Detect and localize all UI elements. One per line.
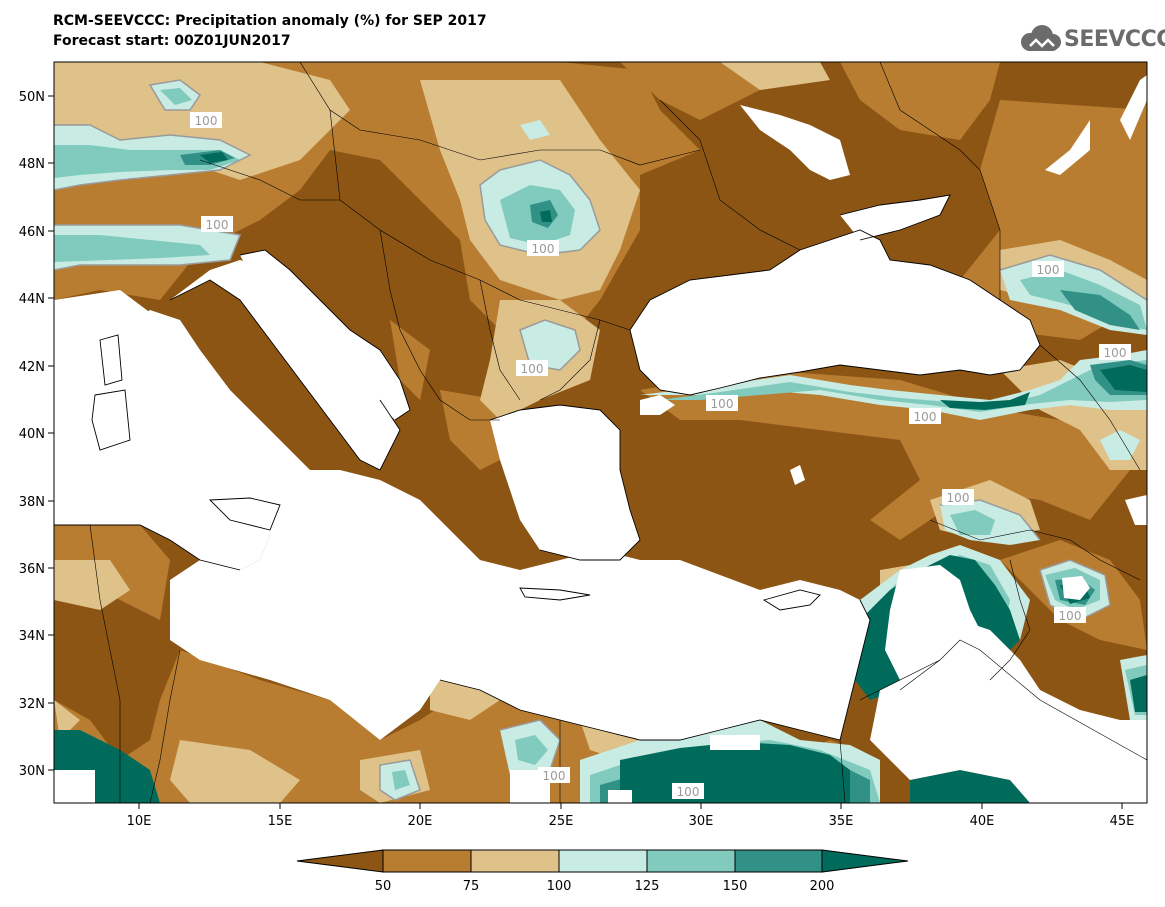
lon-tick-label: 25E bbox=[549, 814, 574, 829]
legend-tick-label: 100 bbox=[547, 879, 572, 894]
legend-swatch-lt50 bbox=[296, 849, 384, 873]
longitude-labels: 10E 15E 20E 25E 30E 35E 40E 45E bbox=[127, 814, 1135, 829]
lat-tick-label: 42N bbox=[19, 360, 45, 375]
adriatic-sea bbox=[240, 250, 410, 420]
lat-tick-label: 44N bbox=[19, 292, 45, 307]
seevccc-logo: SEEVCCC bbox=[1018, 22, 1165, 56]
contour-label: 100 bbox=[1104, 346, 1127, 360]
sea-mask bbox=[54, 75, 1147, 803]
legend-tick-label: 200 bbox=[810, 879, 835, 894]
legend-swatch-150-200 bbox=[734, 849, 823, 873]
legend-tick-label: 150 bbox=[723, 879, 748, 894]
black-sea bbox=[630, 230, 1040, 395]
legend-swatch-75-100 bbox=[470, 849, 560, 873]
legend-tick-label: 125 bbox=[635, 879, 660, 894]
lat-tick-label: 36N bbox=[19, 562, 45, 577]
contour-label: 100 bbox=[206, 218, 229, 232]
contour-label: 100 bbox=[711, 397, 734, 411]
legend-swatch-gt200 bbox=[821, 849, 909, 873]
country-borders bbox=[89, 62, 1147, 803]
coastlines bbox=[54, 194, 1041, 741]
latitude-labels: 50N 48N 46N 44N 42N 40N 38N 36N 34N 32N … bbox=[19, 90, 45, 779]
logo-text: SEEVCCC bbox=[1064, 27, 1165, 52]
lat-tick-label: 34N bbox=[19, 629, 45, 644]
contour-label: 100 bbox=[532, 242, 555, 256]
legend-swatch-50-75 bbox=[382, 849, 472, 873]
lon-tick-label: 30E bbox=[689, 814, 714, 829]
contour-label: 100 bbox=[677, 785, 700, 799]
contour-label: 100 bbox=[543, 769, 566, 783]
lat-tick-label: 30N bbox=[19, 764, 45, 779]
legend-tick-label: 75 bbox=[463, 879, 480, 894]
forecast-start-label: Forecast start: 00Z01JUN2017 bbox=[53, 33, 291, 49]
lat-tick-label: 46N bbox=[19, 225, 45, 240]
legend-tick-label: 50 bbox=[375, 879, 392, 894]
lat-tick-label: 40N bbox=[19, 427, 45, 442]
lon-tick-label: 45E bbox=[1110, 814, 1135, 829]
lon-tick-label: 40E bbox=[970, 814, 995, 829]
lon-tick-label: 15E bbox=[268, 814, 293, 829]
contour-label: 100 bbox=[947, 491, 970, 505]
lon-tick-label: 35E bbox=[829, 814, 854, 829]
contour-label: 100 bbox=[1059, 609, 1082, 623]
lat-tick-label: 38N bbox=[19, 495, 45, 510]
map-field: 100 100 100 100 100 100 100 100 100 100 … bbox=[54, 62, 1147, 803]
lat-tick-label: 48N bbox=[19, 157, 45, 172]
contour-label: 100 bbox=[521, 362, 544, 376]
contour-label: 100 bbox=[195, 114, 218, 128]
legend-swatch-125-150 bbox=[646, 849, 736, 873]
aegean-sea bbox=[490, 405, 640, 560]
axis-ticks bbox=[48, 95, 1123, 809]
contour-label: 100 bbox=[914, 410, 937, 424]
cloud-logo-icon bbox=[1021, 25, 1061, 51]
lon-tick-label: 20E bbox=[408, 814, 433, 829]
lat-tick-label: 50N bbox=[19, 90, 45, 105]
contour-label: 100 bbox=[1037, 263, 1060, 277]
color-legend: 50 75 100 125 150 200 bbox=[296, 849, 909, 894]
lat-tick-label: 32N bbox=[19, 697, 45, 712]
map-title: RCM-SEEVCCC: Precipitation anomaly (%) f… bbox=[53, 13, 487, 29]
lon-tick-label: 10E bbox=[127, 814, 152, 829]
contour-labels: 100 100 100 100 100 100 100 100 100 100 … bbox=[190, 112, 1131, 799]
legend-swatch-100-125 bbox=[558, 849, 648, 873]
